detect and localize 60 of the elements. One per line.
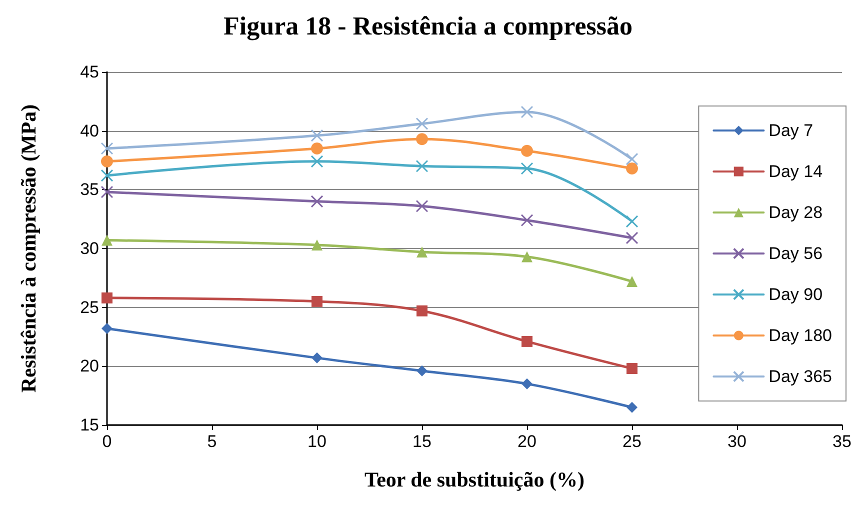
point <box>626 152 638 166</box>
point <box>100 142 114 155</box>
point <box>626 162 638 174</box>
point <box>310 155 324 168</box>
point <box>522 251 532 262</box>
point <box>522 378 532 390</box>
chart-title: Figura 18 - Resistência a compressão <box>224 12 632 40</box>
legend-label: Day 7 <box>768 121 814 140</box>
point <box>416 200 428 212</box>
y-tick-label: 35 <box>80 180 99 200</box>
y-tick-label: 20 <box>80 356 99 376</box>
point <box>102 234 112 246</box>
x-tick-label: 5 <box>207 432 217 451</box>
legend-label: Day 180 <box>768 326 832 345</box>
point <box>626 363 638 374</box>
point <box>102 292 112 304</box>
point <box>626 215 638 228</box>
point <box>311 142 323 154</box>
point <box>626 276 638 287</box>
y-axis-title: Resistência à compressão (MPa) <box>16 104 40 393</box>
point <box>312 239 322 250</box>
x-tick-label: 25 <box>622 432 642 451</box>
legend-label: Day 28 <box>768 203 823 222</box>
y-tick-label: 45 <box>80 62 99 82</box>
point <box>416 160 428 172</box>
point <box>416 305 428 316</box>
x-tick-label: 20 <box>518 432 536 451</box>
point <box>101 155 113 168</box>
y-tick-label: 25 <box>80 298 99 317</box>
point <box>102 323 112 334</box>
legend-label: Day 90 <box>768 285 823 304</box>
x-tick-label: 35 <box>832 432 852 451</box>
y-tick-label: 15 <box>80 416 99 434</box>
point <box>310 195 324 208</box>
point <box>310 129 324 142</box>
x-tick-label: 15 <box>412 432 432 451</box>
point <box>312 296 322 307</box>
y-tick-label: 30 <box>80 239 99 258</box>
point <box>626 402 638 413</box>
x-tick-label: 30 <box>728 432 746 451</box>
point <box>416 118 428 130</box>
point <box>416 365 428 376</box>
point <box>522 336 532 347</box>
x-tick-label: 10 <box>308 432 326 451</box>
point <box>416 246 428 258</box>
point <box>520 214 534 227</box>
point <box>520 106 534 118</box>
legend-label: Day 365 <box>768 367 832 386</box>
x-tick-label: 0 <box>102 432 112 451</box>
point <box>416 133 428 146</box>
point <box>100 186 114 198</box>
legend-label: Day 56 <box>768 244 823 263</box>
y-tick-label: 40 <box>80 121 99 140</box>
legend-label: Day 14 <box>768 162 823 181</box>
x-axis-title: Teor de substituição (%) <box>364 468 584 492</box>
point <box>100 169 114 182</box>
point <box>521 144 533 157</box>
point <box>312 352 322 364</box>
point <box>520 162 534 175</box>
point <box>626 232 638 244</box>
